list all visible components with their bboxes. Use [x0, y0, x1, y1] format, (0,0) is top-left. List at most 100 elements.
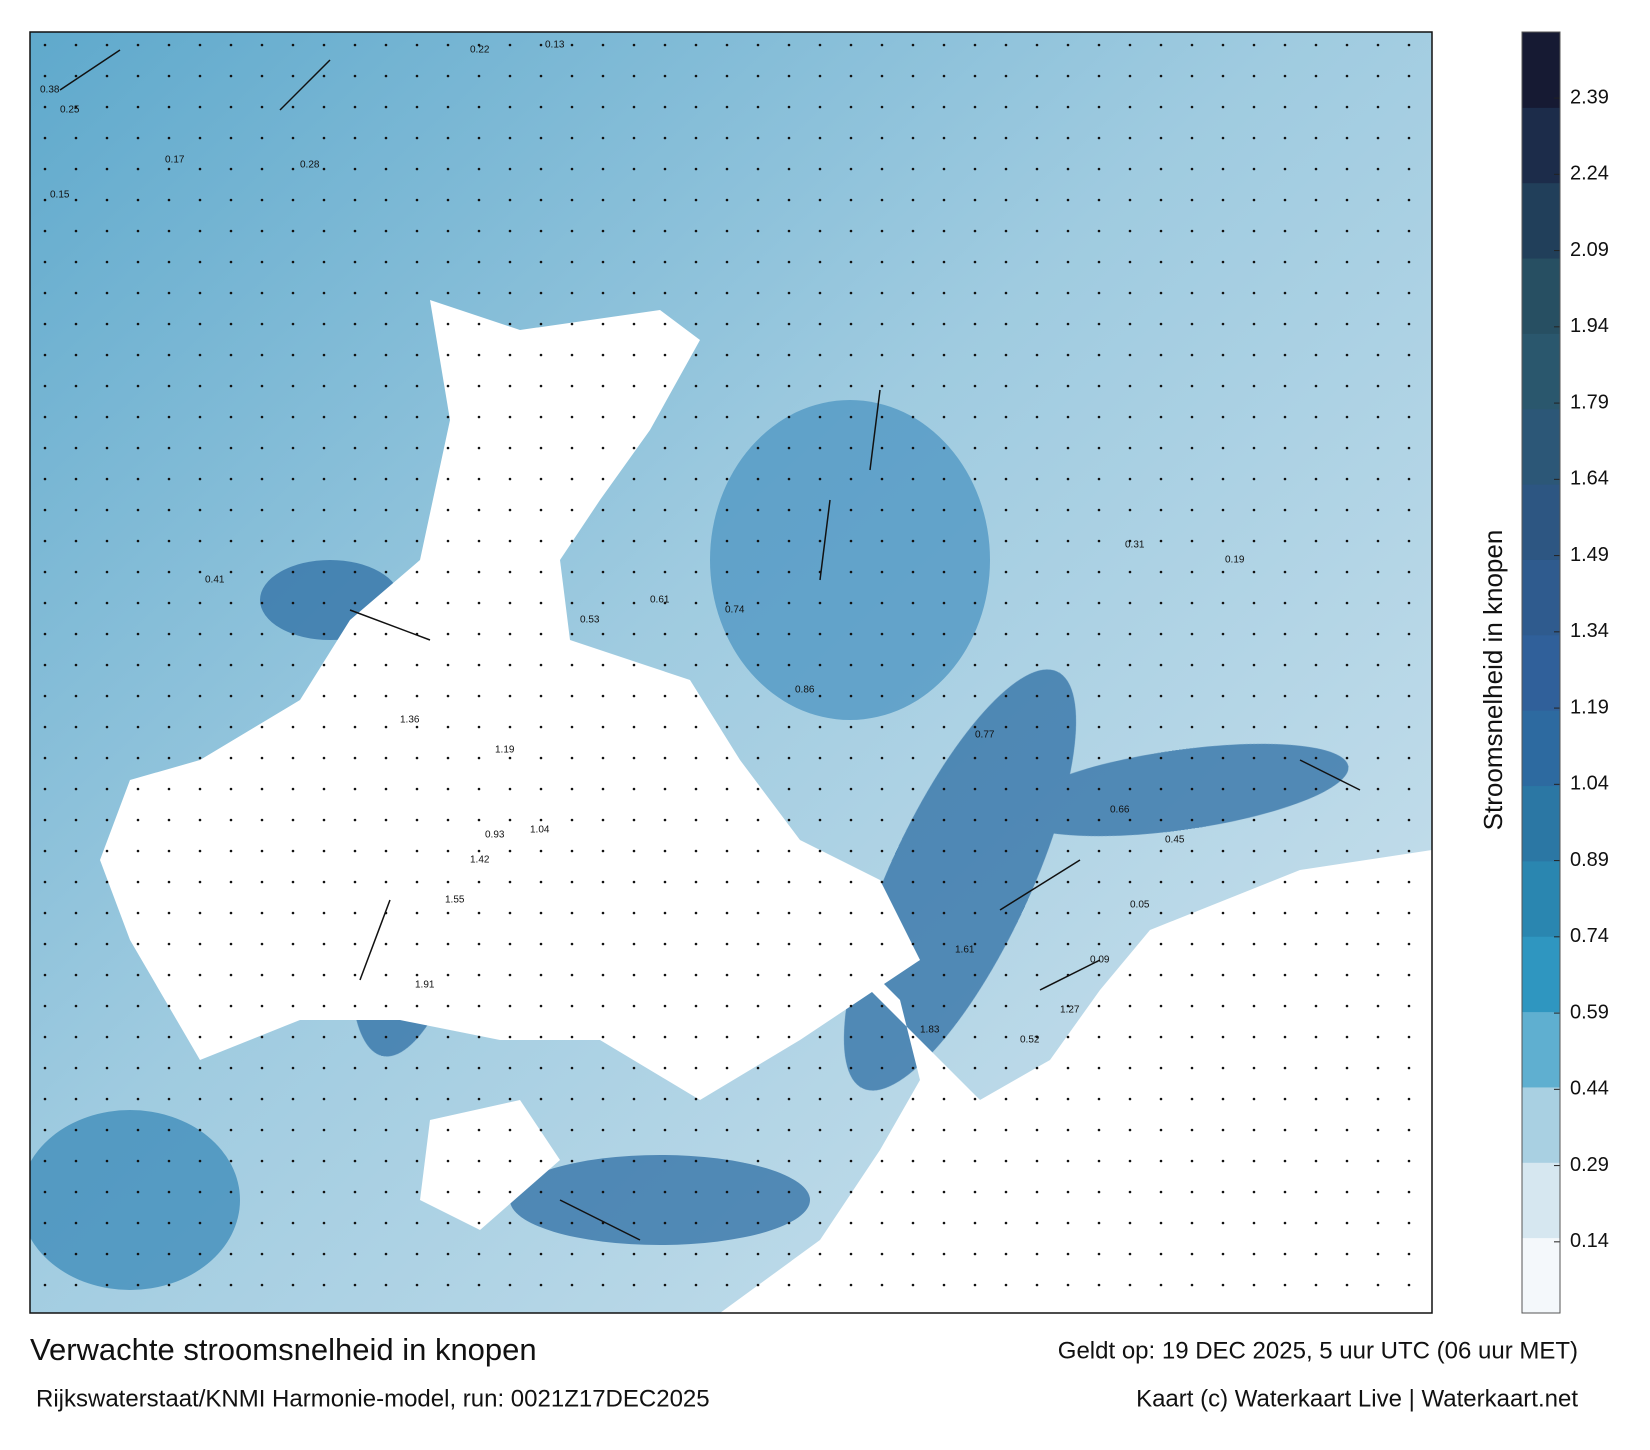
grid-dot: [446, 911, 450, 915]
grid-dot: [136, 663, 140, 667]
grid-dot: [1376, 942, 1380, 946]
grid-dot: [818, 198, 822, 202]
grid-dot: [198, 477, 202, 481]
grid-dot: [353, 198, 357, 202]
grid-dot: [260, 1221, 264, 1225]
grid-dot: [1345, 43, 1349, 47]
grid-dot: [74, 229, 78, 233]
grid-dot: [756, 322, 760, 326]
grid-dot: [632, 849, 636, 853]
grid-dot: [756, 229, 760, 233]
grid-dot: [1066, 1283, 1070, 1287]
grid-dot: [787, 818, 791, 822]
grid-dot: [415, 229, 419, 233]
grid-dot: [756, 1128, 760, 1132]
grid-dot: [1221, 1221, 1225, 1225]
grid-dot: [1035, 508, 1039, 512]
grid-dot: [198, 632, 202, 636]
grid-dot: [1252, 539, 1256, 543]
grid-dot: [725, 384, 729, 388]
grid-dot: [446, 973, 450, 977]
grid-dot: [570, 353, 574, 357]
grid-dot: [1035, 1097, 1039, 1101]
grid-dot: [539, 570, 543, 574]
grid-dot: [508, 74, 512, 78]
grid-dot: [415, 1066, 419, 1070]
grid-dot: [291, 260, 295, 264]
grid-dot: [136, 911, 140, 915]
grid-dot: [818, 880, 822, 884]
grid-dot: [43, 260, 47, 264]
grid-dot: [136, 570, 140, 574]
grid-dot: [415, 694, 419, 698]
grid-dot: [229, 322, 233, 326]
grid-dot: [725, 911, 729, 915]
grid-dot: [539, 229, 543, 233]
grid-dot: [477, 849, 481, 853]
grid-dot: [911, 663, 915, 667]
grid-dot: [1221, 1035, 1225, 1039]
grid-dot: [694, 1190, 698, 1194]
grid-dot: [1097, 167, 1101, 171]
grid-dot: [508, 167, 512, 171]
grid-dot: [601, 818, 605, 822]
flow-arrow: [59, 49, 121, 91]
grid-dot: [1128, 508, 1132, 512]
grid-dot: [1066, 167, 1070, 171]
grid-dot: [229, 136, 233, 140]
grid-dot: [1345, 508, 1349, 512]
grid-dot: [725, 1128, 729, 1132]
grid-dot: [229, 1128, 233, 1132]
grid-dot: [539, 260, 543, 264]
grid-dot: [1314, 105, 1318, 109]
grid-dot: [384, 725, 388, 729]
grid-dot: [322, 1252, 326, 1256]
grid-dot: [570, 1004, 574, 1008]
grid-dot: [601, 1035, 605, 1039]
grid-dot: [167, 105, 171, 109]
grid-dot: [1004, 322, 1008, 326]
grid-dot: [1252, 353, 1256, 357]
grid-dot: [818, 1128, 822, 1132]
colorbar-band: [1522, 1086, 1560, 1163]
grid-dot: [415, 849, 419, 853]
grid-dot: [911, 415, 915, 419]
grid-dot: [198, 1221, 202, 1225]
grid-dot: [105, 601, 109, 605]
grid-dot: [539, 446, 543, 450]
grid-dot: [353, 663, 357, 667]
grid-dot: [415, 756, 419, 760]
grid-dot: [601, 353, 605, 357]
grid-dot: [260, 1190, 264, 1194]
grid-dot: [198, 229, 202, 233]
grid-dot: [136, 74, 140, 78]
grid-dot: [353, 818, 357, 822]
flow-arrow: [1299, 759, 1361, 791]
grid-dot: [260, 570, 264, 574]
grid-dot: [446, 818, 450, 822]
grid-dot: [880, 1221, 884, 1225]
grid-dot: [632, 384, 636, 388]
grid-dot: [973, 663, 977, 667]
grid-dot: [787, 1252, 791, 1256]
grid-dot: [1097, 694, 1101, 698]
grid-dot: [43, 43, 47, 47]
grid-dot: [694, 291, 698, 295]
grid-dot: [1004, 756, 1008, 760]
grid-dot: [229, 1097, 233, 1101]
grid-dot: [1314, 446, 1318, 450]
grid-dot: [1097, 849, 1101, 853]
grid-dot: [198, 260, 202, 264]
grid-dot: [973, 601, 977, 605]
grid-dot: [1283, 1066, 1287, 1070]
grid-dot: [1159, 725, 1163, 729]
grid-dot: [1004, 260, 1008, 264]
grid-dot: [632, 601, 636, 605]
grid-dot: [632, 74, 636, 78]
grid-dot: [508, 1035, 512, 1039]
grid-dot: [694, 818, 698, 822]
grid-dot: [1376, 74, 1380, 78]
grid-dot: [415, 539, 419, 543]
map-label: 1.42: [470, 855, 490, 866]
grid-dot: [570, 880, 574, 884]
